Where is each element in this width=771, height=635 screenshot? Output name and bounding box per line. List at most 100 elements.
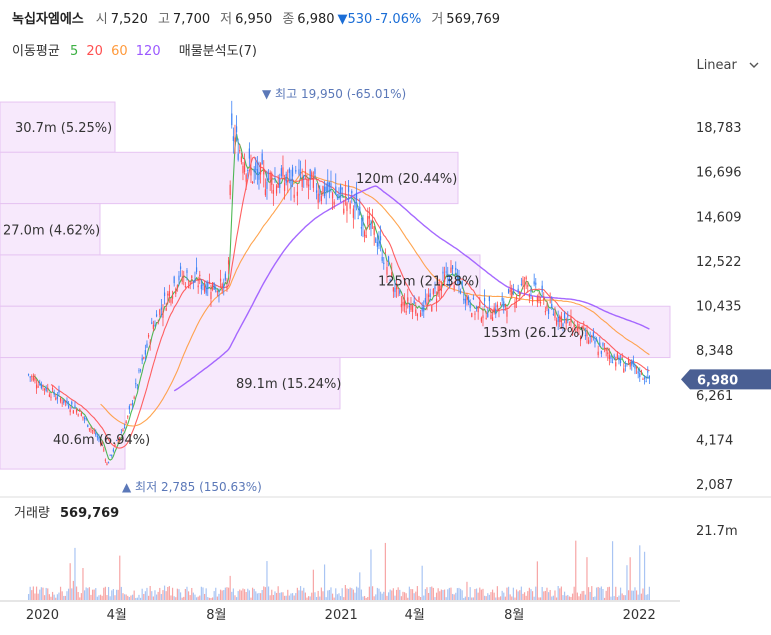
candle [128, 406, 130, 410]
volume-bar [519, 590, 521, 600]
candle [205, 286, 207, 294]
volume-bar [35, 586, 38, 600]
volume-bar [170, 595, 172, 600]
volume-bar [226, 587, 228, 600]
candle [88, 428, 90, 430]
candle [379, 236, 382, 241]
candle [197, 285, 199, 288]
volume-bar [160, 594, 162, 600]
candle [383, 262, 385, 264]
candle [95, 432, 97, 436]
volume-bar [421, 565, 423, 600]
candle [429, 293, 431, 297]
volume-bar [293, 595, 295, 600]
volume-bar [493, 592, 495, 600]
volume-bar [200, 586, 202, 600]
candle [178, 275, 180, 281]
candle [583, 327, 585, 329]
candle [154, 324, 156, 326]
volume-panel: 거래량 569,769 21.7m [0, 496, 771, 600]
candle [461, 281, 463, 286]
candle [554, 312, 556, 318]
candle [490, 314, 492, 320]
x-tick-label: 8월 [206, 608, 226, 623]
candle [66, 400, 68, 404]
volume-bar [410, 589, 412, 600]
volume-bar [477, 592, 479, 600]
candle [576, 327, 578, 331]
candle [215, 290, 217, 292]
volume-bar [405, 593, 407, 600]
volume-bar [328, 589, 330, 600]
volume-bar [327, 590, 329, 600]
candle [480, 317, 482, 322]
volume-bar [509, 594, 511, 600]
candle [51, 387, 54, 390]
volume-bar [69, 563, 71, 600]
volume-bar [469, 587, 471, 600]
candle [147, 334, 150, 337]
volume-bar [631, 590, 633, 600]
volume-bar [415, 591, 417, 600]
candle [280, 168, 282, 177]
candle [331, 192, 334, 199]
candle [624, 365, 626, 367]
volume-bar [141, 588, 143, 600]
candle [410, 304, 412, 310]
volume-bar [341, 588, 343, 600]
volume-bar [499, 596, 502, 600]
ma-20[interactable]: 20 [86, 44, 103, 59]
candle [207, 282, 209, 290]
candle [152, 324, 154, 329]
candle [227, 260, 230, 265]
volume-bar [103, 587, 105, 600]
volume-bar [618, 595, 620, 600]
candle [458, 277, 460, 284]
volume-bar [243, 589, 246, 600]
candle [610, 355, 612, 359]
scale-dropdown[interactable]: Linear [696, 58, 759, 73]
candle [507, 289, 510, 294]
volume-bar [253, 588, 255, 600]
candle [226, 285, 228, 289]
candle [195, 267, 198, 272]
volume-bar [194, 594, 196, 600]
volume-bar [272, 594, 274, 600]
candle [536, 297, 538, 303]
volume-bar [557, 586, 559, 600]
candle [600, 350, 602, 354]
candle [69, 409, 71, 413]
candle [359, 206, 361, 215]
x-tick-label: 4월 [405, 608, 425, 623]
volume-bar [323, 564, 326, 600]
volume-profile-label: 30.7m (5.25%) [15, 121, 112, 136]
y-axis: 18,783 16,696 14,609 12,522 10,435 8,348 6,261… [681, 121, 771, 493]
volume-bar [611, 541, 614, 600]
ma-5[interactable]: 5 [69, 44, 79, 59]
candle [291, 167, 294, 177]
change-value: ▼530 [337, 12, 373, 27]
volume-bar [239, 589, 241, 600]
candle [559, 315, 561, 322]
ma-60[interactable]: 60 [111, 44, 128, 59]
candle [392, 287, 394, 292]
candle [520, 283, 522, 285]
candle [315, 190, 318, 193]
volume-bar [82, 568, 84, 600]
volume-bar [367, 596, 369, 600]
volume-bar [432, 587, 434, 600]
volume-bar [112, 589, 114, 600]
volume-bar [600, 586, 602, 600]
volume-bar [47, 588, 49, 600]
volume-bar [538, 597, 540, 600]
candle [187, 287, 190, 289]
volume-bar [147, 595, 150, 600]
candle [562, 323, 564, 327]
volume-bar [167, 586, 169, 600]
candle [64, 400, 66, 402]
volume-bar [371, 586, 374, 600]
volume-profile-toggle[interactable]: 매물분석도(7) [178, 44, 257, 59]
volume-bar [474, 589, 476, 600]
ma-120[interactable]: 120 [135, 44, 161, 59]
